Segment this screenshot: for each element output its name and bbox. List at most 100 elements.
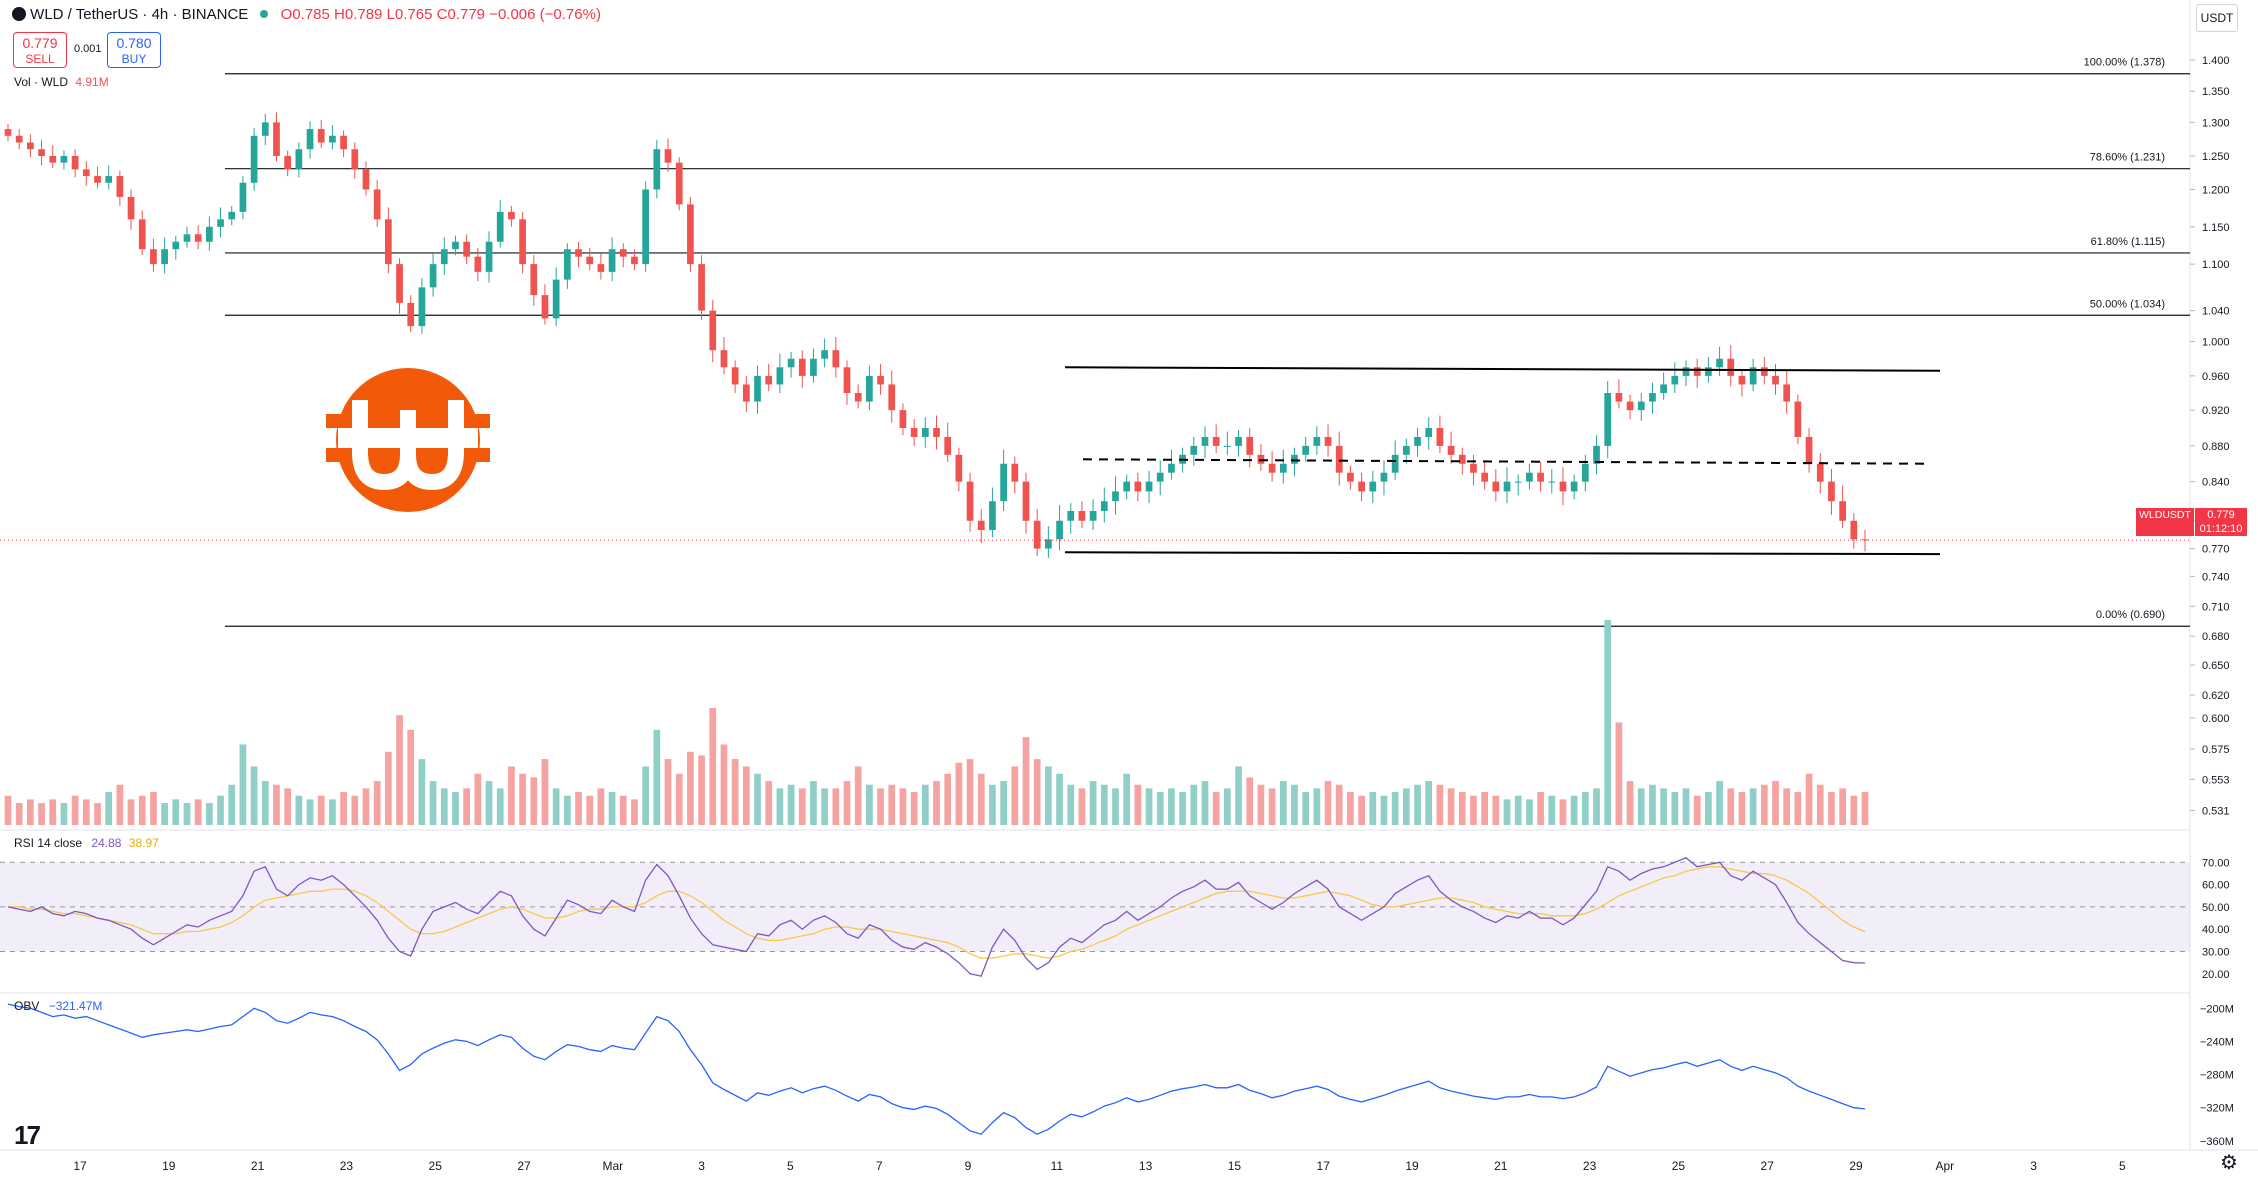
symbol-title: WLD / TetherUS · 4h · BINANCE — [30, 6, 249, 23]
candle-body — [1760, 367, 1768, 376]
candle — [429, 253, 437, 297]
candle-body — [508, 211, 515, 220]
fib-level-label: 78.60% (1.231) — [2090, 152, 2165, 164]
candle — [530, 255, 538, 306]
price-tick-label: 1.300 — [2202, 117, 2230, 129]
candle-body — [687, 204, 694, 265]
volume-bar — [966, 759, 974, 825]
candle — [1011, 456, 1019, 494]
price-tag-symbol: WLDUSDT — [2139, 509, 2191, 521]
candle-body — [1615, 393, 1623, 402]
candle-body — [1526, 472, 1533, 482]
candle — [329, 125, 336, 150]
volume-bar — [1660, 788, 1667, 825]
candle — [1794, 394, 1802, 445]
volume-bar — [1112, 788, 1119, 825]
candle-body — [921, 428, 929, 437]
volume-bar — [1772, 781, 1779, 825]
price-tick-label: 0.960 — [2202, 371, 2230, 383]
volume-bar — [597, 788, 605, 825]
obv-tick-label: −320M — [2200, 1103, 2234, 1115]
candle-body — [1347, 472, 1354, 482]
candle — [519, 211, 526, 274]
volume-bar — [1593, 788, 1600, 825]
volume-bar — [1078, 788, 1086, 825]
candle-body — [1391, 454, 1399, 473]
volume-bar — [295, 795, 303, 825]
volume-bar — [250, 766, 258, 825]
time-tick-label: Apr — [1935, 1159, 1954, 1173]
candle — [384, 207, 392, 274]
candle — [1190, 436, 1198, 466]
candle — [843, 360, 851, 406]
volume-bar — [1514, 795, 1522, 825]
obv-tick-label: −360M — [2200, 1136, 2234, 1148]
candle — [1414, 428, 1421, 457]
volume-value: 4.91M — [75, 75, 109, 89]
candle — [586, 247, 594, 271]
candle-body — [1380, 472, 1388, 482]
candle-body — [586, 256, 594, 265]
price-tick-label: 1.350 — [2202, 86, 2230, 98]
candle — [1783, 370, 1791, 414]
candle — [1503, 467, 1511, 504]
candle-body — [1045, 539, 1052, 549]
candle-body — [1302, 445, 1310, 455]
candle-body — [1682, 367, 1690, 376]
logo-bar — [470, 448, 490, 462]
volume-bar — [440, 788, 448, 825]
volume-bar — [1212, 792, 1220, 825]
volume-bar — [1011, 766, 1019, 825]
rsi-legend[interactable]: RSI 14 close 24.88 38.97 — [14, 836, 159, 850]
volume-bar — [1705, 792, 1712, 825]
candle — [776, 353, 784, 394]
candle-body — [1816, 463, 1824, 482]
volume-bar — [1716, 781, 1723, 825]
obv-legend[interactable]: OBV −321.47M — [14, 999, 102, 1013]
candle — [508, 205, 515, 227]
buy-button[interactable]: 0.780 BUY — [107, 32, 161, 68]
buy-price: 0.780 — [116, 35, 152, 51]
volume-bar — [94, 803, 101, 825]
tradingview-logo-icon[interactable]: 17 — [14, 1120, 41, 1150]
candle — [575, 241, 582, 268]
candle-body — [105, 176, 113, 183]
sell-button[interactable]: 0.779 SELL — [13, 32, 67, 68]
candle — [1514, 474, 1522, 496]
volume-bar — [541, 759, 549, 825]
candle — [194, 225, 202, 250]
volume-bar — [71, 795, 79, 825]
time-tick-label: 11 — [1051, 1159, 1064, 1173]
volume-bar — [485, 781, 493, 825]
candle-body — [1537, 472, 1544, 482]
candle — [1436, 415, 1444, 454]
volume-bar — [731, 759, 739, 825]
volume-bar — [1671, 792, 1679, 825]
candle-body — [1112, 491, 1119, 502]
volume-bar — [284, 788, 292, 825]
volume-bar — [1548, 795, 1556, 825]
candle-body — [1168, 463, 1175, 473]
candle-body — [384, 219, 392, 265]
candle-body — [4, 129, 12, 136]
volume-legend[interactable]: Vol · WLD 4.91M — [14, 75, 109, 89]
obv-label: OBV — [14, 999, 40, 1013]
volume-bar — [1190, 784, 1198, 825]
candle-body — [1000, 463, 1007, 502]
volume-bar — [798, 788, 806, 825]
candle — [60, 150, 68, 170]
symbol-header[interactable]: WLD / TetherUS · 4h · BINANCE O0.785 H0.… — [12, 6, 601, 23]
currency-selector[interactable]: USDT — [2196, 4, 2238, 32]
ohlc-high: H0.789 — [334, 6, 383, 23]
market-status-icon — [260, 10, 269, 18]
volume-bar — [116, 784, 124, 825]
candle — [1537, 461, 1544, 492]
candle-body — [452, 241, 459, 250]
volume-bar — [1760, 784, 1768, 825]
volume-bar — [854, 766, 862, 825]
price-tick-label: 0.620 — [2202, 690, 2230, 702]
candle — [1313, 426, 1321, 455]
gear-icon[interactable]: ⚙ — [2220, 1152, 2238, 1174]
candle-body — [709, 310, 717, 351]
